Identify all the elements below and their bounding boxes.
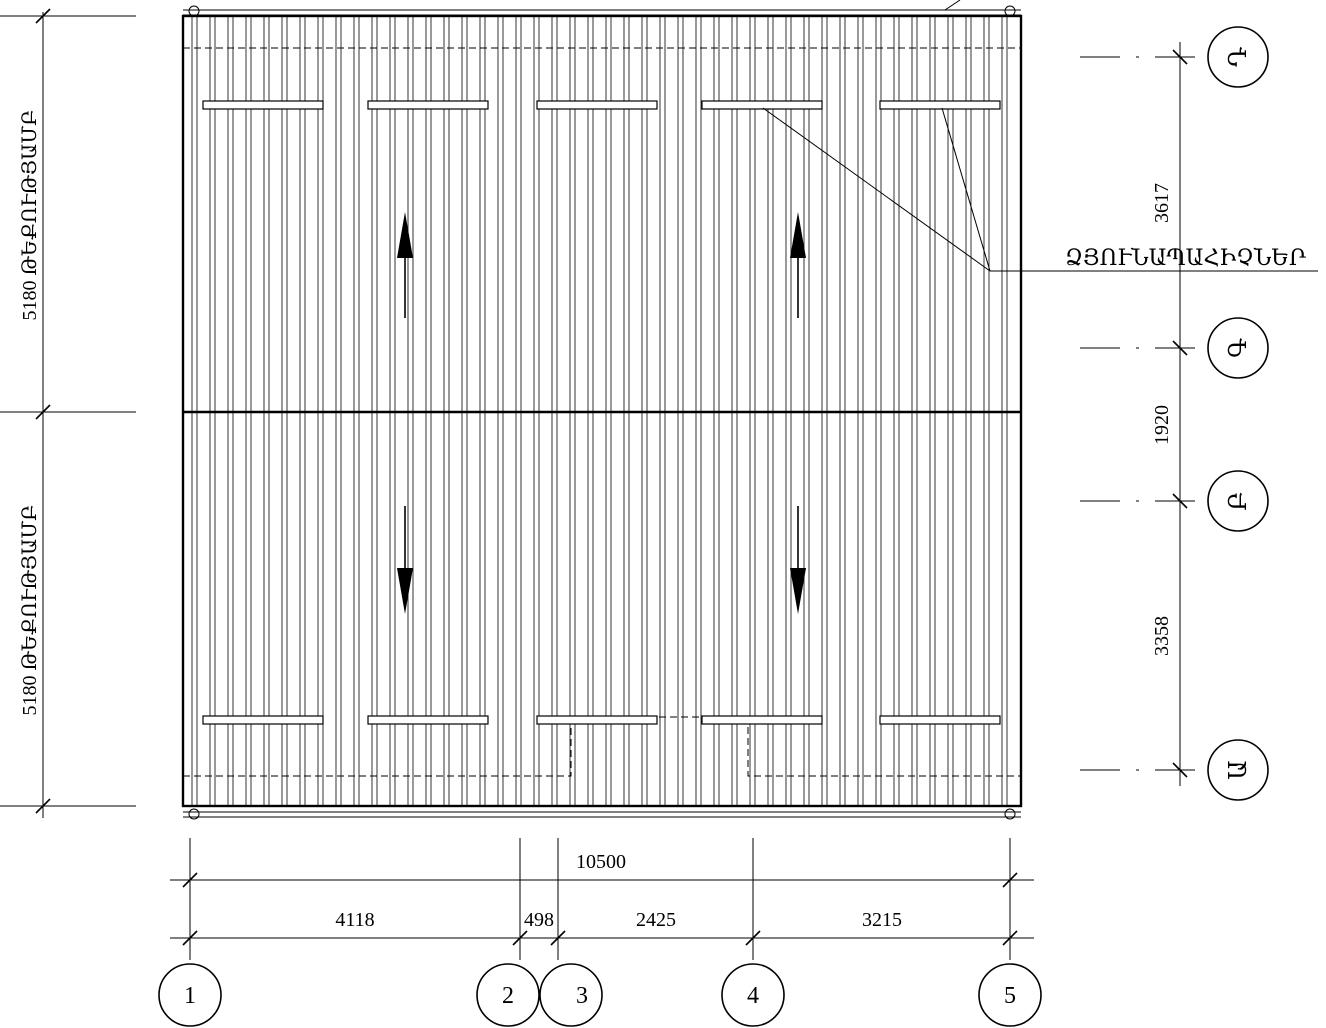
svg-text:4: 4 [747,983,759,1009]
snow-guard-bars [202,100,1001,725]
dimension-bay-4-5: 3215 [862,909,902,931]
axis-marker-col-2: 2 [476,963,540,1027]
svg-text:3: 3 [576,983,588,1009]
dimension-bay-3-4: 2425 [636,909,676,931]
snow-guard-bar [202,715,324,725]
snow-guard-bar [536,100,658,110]
dimension-overall: 10500 [576,851,626,873]
svg-text:Դ: Դ [1226,46,1252,67]
snow-guard-bar [701,715,823,725]
svg-text:1: 1 [184,983,196,1009]
axis-marker-row-g: Գ [1207,317,1269,379]
svg-text:Գ: Գ [1226,338,1252,358]
slope-arrow-up [790,212,806,318]
svg-text:Ա: Ա [1226,760,1252,779]
snow-guard-bar [879,100,1001,110]
snow-guard-label: ՁՅՈՒՆԱՊԱՀԻՉՆԵՐ [1065,245,1306,270]
column-axis-markers: 1 2 3 4 5 [158,963,1042,1027]
axis-marker-row-d: Դ [1207,26,1269,88]
vertical-dimension-chain: 3617 1920 3358 [1080,42,1210,786]
dimension-b-a: 3358 [1151,616,1173,656]
dimension-bay-1-2: 4118 [335,909,374,931]
snow-guard-callout: ՁՅՈՒՆԱՊԱՀԻՉՆԵՐ [762,107,1318,272]
axis-marker-row-a: Ա [1207,739,1269,801]
row-axis-markers: Դ Գ Բ Ա [1207,26,1269,801]
snow-guard-bar [367,715,489,725]
axis-marker-col-1: 1 [158,963,222,1027]
axis-marker-row-b: Բ [1207,470,1269,532]
slope-label-top: 5180 ԹԵՔՈՒԹՅԱՄԲ [19,110,41,321]
axis-marker-col-3: 3 [539,963,603,1027]
snow-guard-bar [536,715,658,725]
snow-guard-bar [202,100,324,110]
snow-guard-bar [701,100,823,110]
slope-arrows [397,212,806,614]
svg-text:Բ: Բ [1226,491,1252,510]
svg-text:5: 5 [1004,983,1016,1009]
dimension-bay-2-3: 498 [524,909,554,931]
roof-outline [181,0,1023,820]
snow-guard-bar [367,100,489,110]
slope-arrow-down [790,506,806,614]
dimension-d-g: 3617 [1151,183,1173,223]
dimension-g-b: 1920 [1151,405,1173,445]
axis-marker-col-5: 5 [978,963,1042,1027]
slope-arrow-up [397,212,413,318]
slope-label-bottom: 5180 ԹԵՔՈՒԹՅԱՄԲ [19,505,41,716]
eave-dashed-outline [183,47,1021,777]
svg-text:2: 2 [502,983,514,1009]
slope-arrow-down [397,506,413,614]
left-slope-dimension: 5180 ԹԵՔՈՒԹՅԱՄԲ 5180 ԹԵՔՈՒԹՅԱՄԲ [0,8,136,818]
axis-marker-col-4: 4 [721,963,785,1027]
snow-guard-bar [879,715,1001,725]
horizontal-dimension-chain: 10500 4118 498 2425 3215 [170,838,1034,960]
